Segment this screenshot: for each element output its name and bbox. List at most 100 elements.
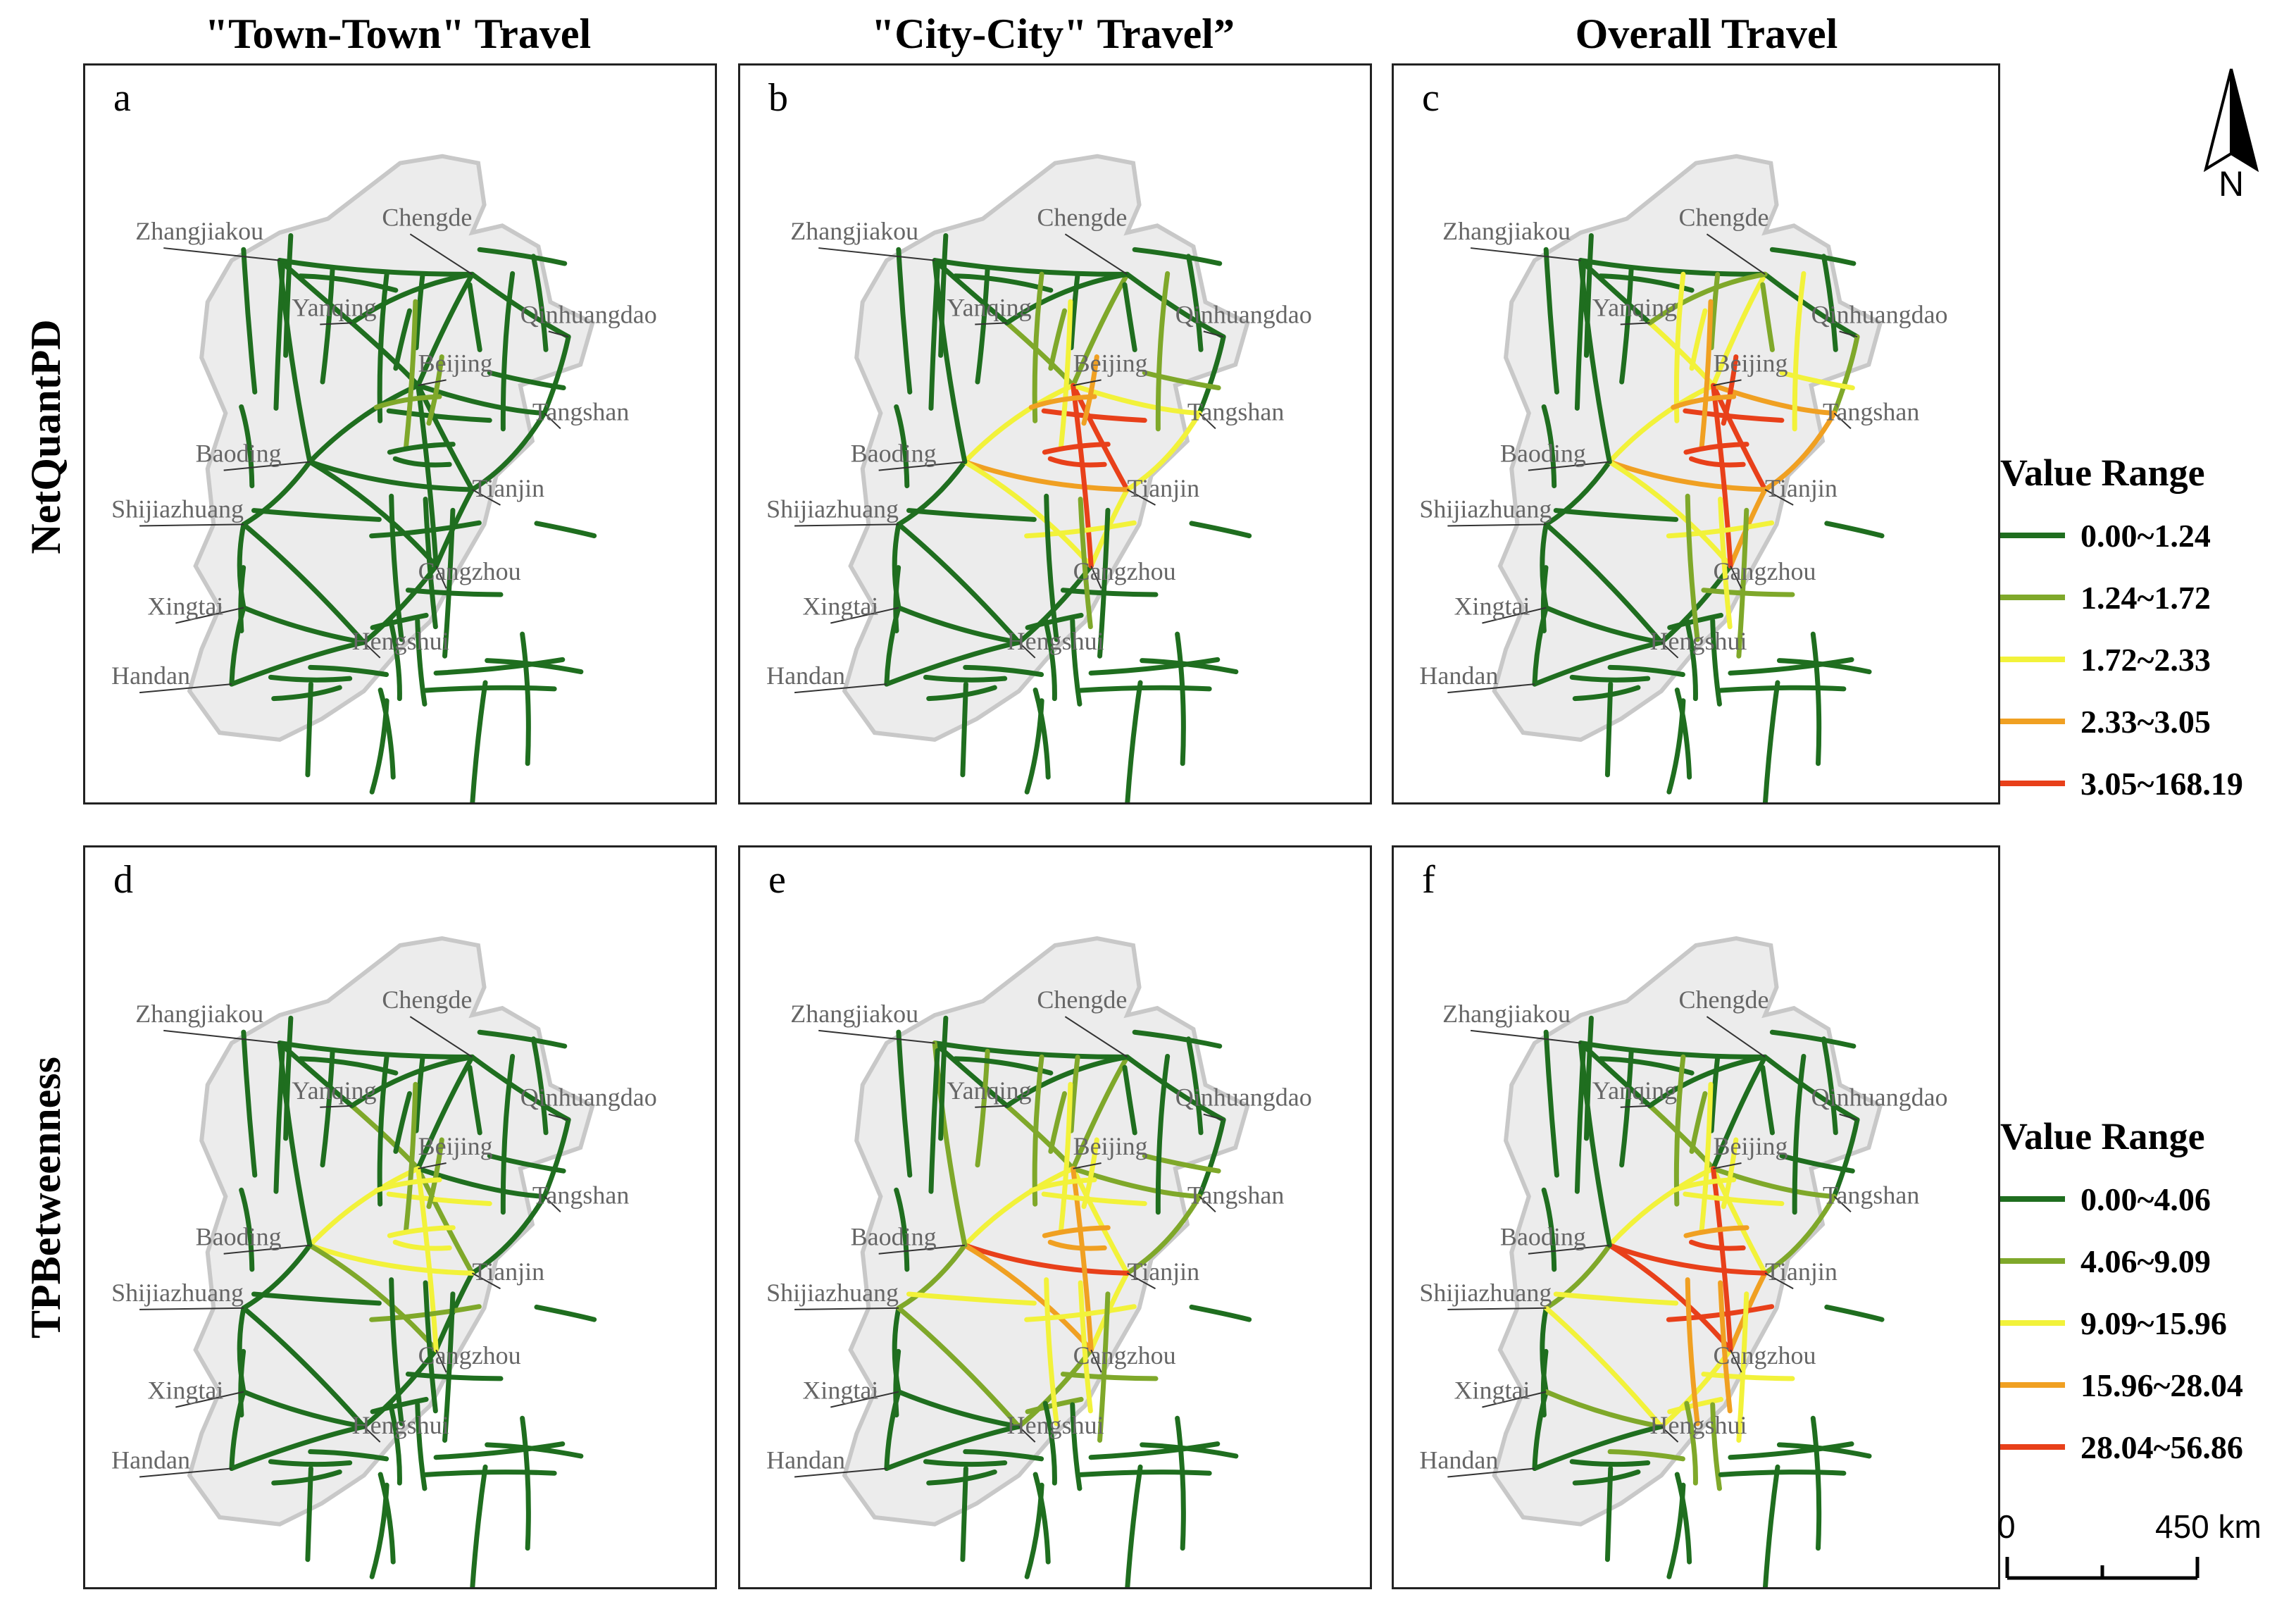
- road-segment: [1709, 1055, 1721, 1133]
- road-segment: [1689, 456, 1746, 468]
- city-leader-line: [1764, 489, 1794, 506]
- city-leader-line: [1713, 1162, 1742, 1169]
- city-label: Qinhuangdao: [520, 300, 657, 328]
- road-segment: [1701, 1372, 1795, 1381]
- road-segment: [416, 271, 475, 388]
- road-segment: [1718, 1470, 1847, 1477]
- city-label: Beijing: [1073, 349, 1148, 377]
- map-canvas-f: Zhangjiakou Chengde Yanqing Qinhuangdao Beij…: [1419, 936, 1948, 1587]
- city-label: Tianjin: [1765, 1257, 1838, 1286]
- city-leader-line: [1064, 1016, 1128, 1058]
- road-segment: [1088, 657, 1221, 676]
- legend-label: 15.96~28.04: [2080, 1367, 2243, 1403]
- road-segment: [1760, 282, 1775, 352]
- legend-item: 1.72~2.33: [2000, 628, 2296, 690]
- road-segment: [283, 232, 294, 358]
- road-segment: [1574, 1048, 1586, 1194]
- scale-end-label: 450 km: [2155, 1508, 2261, 1545]
- road-segment: [1779, 370, 1855, 391]
- road-segment: [241, 459, 313, 527]
- panel-letter-e: e: [768, 858, 786, 902]
- legend-swatch: [2000, 719, 2065, 724]
- city-leader-line: [418, 379, 447, 387]
- city-label: Cangzhou: [1073, 1341, 1176, 1369]
- city-label: Shijiazhuang: [111, 1279, 244, 1307]
- road-segment: [926, 685, 997, 702]
- road-segment: [369, 520, 482, 539]
- map-canvas-a: Zhangjiakou Chengde Yanqing Qinhuangdao Beij…: [111, 154, 657, 802]
- city-label: Zhangjiakou: [135, 217, 263, 245]
- city-label: Beijing: [1073, 1132, 1148, 1160]
- city-leader-line: [794, 1307, 899, 1310]
- road-segment: [1574, 265, 1586, 411]
- road-segment: [1189, 1304, 1252, 1322]
- road-segment: [469, 271, 571, 340]
- road-segment: [1673, 1054, 1686, 1207]
- road-segment: [361, 1347, 439, 1429]
- road-segment: [1666, 1304, 1775, 1322]
- road-segment: [1543, 1305, 1664, 1429]
- road-segment: [251, 508, 382, 522]
- road-segment: [307, 383, 421, 465]
- legend-tpbetweenness: Value Range 0.00~4.06 4.06~9.09 9.09~15.…: [2000, 1114, 2296, 1478]
- road-segment: [389, 1277, 404, 1427]
- city-leader-line: [139, 1467, 232, 1478]
- road-segment: [307, 459, 439, 569]
- city-leader-line: [175, 1391, 244, 1408]
- road-segment: [433, 487, 475, 569]
- road-segment: [1604, 681, 1614, 778]
- road-segment: [1666, 520, 1775, 539]
- road-segment: [1189, 521, 1252, 539]
- road-segment: [423, 685, 557, 693]
- road-segment: [1088, 1270, 1130, 1353]
- city-leader-line: [435, 1349, 447, 1373]
- city-label: Zhangjiakou: [790, 217, 918, 245]
- road-segment: [387, 616, 402, 702]
- road-segment: [1684, 616, 1698, 702]
- road-segment: [467, 282, 482, 352]
- road-segment: [1821, 1036, 1838, 1136]
- road-segment: [1078, 1280, 1093, 1414]
- road-segment: [387, 1400, 402, 1486]
- city-label: Qinhuangdao: [520, 1083, 657, 1112]
- road-segment: [377, 271, 389, 423]
- road-segment: [239, 1187, 255, 1272]
- city-leader-line: [472, 489, 501, 506]
- city-leader-line: [1528, 461, 1610, 471]
- road-segment: [1197, 334, 1226, 416]
- road-segment: [1042, 616, 1057, 702]
- road-segment: [1070, 1402, 1083, 1491]
- road-segment: [1541, 1187, 1557, 1272]
- city-label: Zhangjiakou: [1442, 217, 1571, 245]
- scale-start-label: 0: [1997, 1508, 2016, 1545]
- road-segment: [392, 456, 452, 468]
- road-segment: [271, 685, 342, 702]
- road-segment: [1016, 563, 1094, 645]
- city-leader-line: [1482, 1391, 1547, 1408]
- city-label: Qinhuangdao: [1175, 1083, 1312, 1112]
- city-label: Cangzhou: [1714, 1341, 1816, 1369]
- road-segment: [1142, 1153, 1221, 1174]
- map-canvas-e: Zhangjiakou Chengde Yanqing Qinhuangdao Beij…: [766, 936, 1312, 1587]
- panel-letter-c: c: [1422, 76, 1440, 120]
- road-segment: [1078, 1470, 1212, 1477]
- road-segment: [1606, 1243, 1733, 1353]
- road-segment: [896, 1305, 1022, 1429]
- road-segment: [1541, 404, 1557, 489]
- road-segment: [241, 605, 367, 645]
- city-leader-line: [1839, 330, 1858, 338]
- legend-label: 28.04~56.86: [2080, 1429, 2243, 1465]
- city-leader-line: [794, 523, 899, 527]
- road-segment: [1762, 680, 1780, 802]
- city-label: Zhangjiakou: [1442, 1000, 1571, 1028]
- road-segment: [896, 247, 913, 395]
- road-segment: [520, 1415, 531, 1551]
- road-segment: [1683, 1225, 1749, 1238]
- city-leader-line: [1199, 1195, 1216, 1213]
- road-segment: [1042, 442, 1111, 455]
- road-segment: [433, 1441, 566, 1460]
- city-label: Handan: [1419, 661, 1498, 690]
- road-segment: [1004, 1054, 1130, 1109]
- city-label: Chengde: [1678, 203, 1768, 231]
